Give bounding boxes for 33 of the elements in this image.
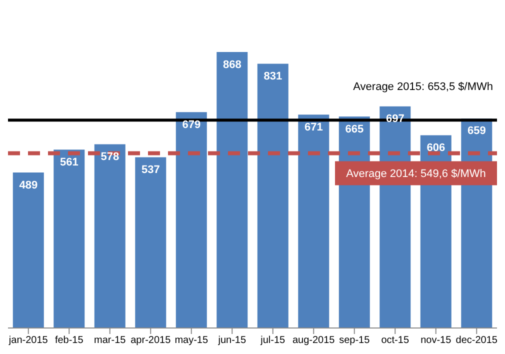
x-tick-label: jun-15 xyxy=(217,335,246,346)
x-tick-label: oct-15 xyxy=(381,335,410,346)
x-tick-label: sep-15 xyxy=(339,335,370,346)
x-tick-label: aug-2015 xyxy=(292,335,336,346)
data-label: 671 xyxy=(304,121,323,134)
bar xyxy=(176,112,207,328)
x-tick-label: may-15 xyxy=(174,335,208,346)
x-tick-label: mar-15 xyxy=(94,335,126,346)
ref-line-label: Average 2015: 653,5 $/MWh xyxy=(353,81,493,94)
data-label: 697 xyxy=(386,113,404,126)
x-tick-label: apr-2015 xyxy=(130,335,172,346)
data-label: 665 xyxy=(345,123,364,136)
data-label: 537 xyxy=(141,164,160,176)
x-tick-label: feb-15 xyxy=(54,335,84,346)
x-tick-label: nov-15 xyxy=(420,335,452,346)
bar xyxy=(94,144,126,328)
bar xyxy=(298,114,330,328)
x-tick-label: jan-2015 xyxy=(8,335,48,346)
data-label: 679 xyxy=(182,118,201,131)
data-label: 659 xyxy=(467,125,486,138)
bar xyxy=(216,52,248,328)
data-label: 489 xyxy=(19,179,38,192)
data-label: 561 xyxy=(60,156,78,168)
x-tick-label: jul-15 xyxy=(260,335,286,346)
ref-line-label: Average 2014: 549,6 $/MWh xyxy=(346,168,486,180)
data-label: 831 xyxy=(264,70,282,83)
bar xyxy=(54,150,85,328)
data-label: 606 xyxy=(426,142,446,154)
x-tick-label: dec-2015 xyxy=(456,335,498,346)
bar xyxy=(257,64,288,328)
bar xyxy=(12,172,44,328)
bar xyxy=(135,157,166,328)
data-label: 868 xyxy=(222,58,242,71)
